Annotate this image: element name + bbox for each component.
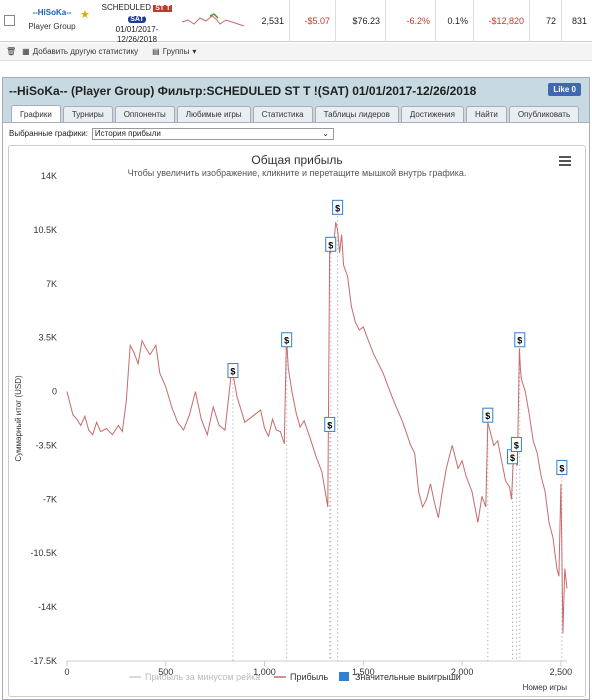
player-row: --HiSoKa-- Player Group ★ SCHEDULED ST T…	[0, 0, 592, 45]
svg-text:$: $	[328, 240, 333, 250]
folder-icon: ▤	[152, 47, 160, 56]
tab-favorite-games[interactable]: Любимые игры	[176, 106, 251, 122]
roi-cell: -6.2%	[386, 0, 436, 42]
delete-button[interactable]: 🗑	[6, 47, 16, 56]
tab-achievements[interactable]: Достижения	[400, 106, 464, 122]
facebook-like-button[interactable]: Like 0	[548, 83, 581, 96]
tab-leaderboards[interactable]: Таблицы лидеров	[314, 106, 399, 122]
svg-text:$: $	[230, 367, 235, 377]
row-checkbox[interactable]	[4, 15, 15, 26]
star-icon[interactable]: ★	[80, 9, 90, 21]
svg-text:$: $	[517, 336, 522, 346]
y-tick-label: -3.5K	[35, 440, 57, 450]
itm-cell: 0.1%	[436, 0, 474, 42]
svg-text:$: $	[514, 440, 519, 450]
add-stats-label: Добавить другую статистику	[32, 47, 139, 56]
legend-swatch	[339, 672, 349, 681]
svg-text:$: $	[284, 336, 289, 346]
chart-selector-label: Выбранные графики:	[9, 129, 88, 138]
grid-icon: ▦	[22, 47, 30, 56]
x-tick-label: 1,000	[253, 667, 276, 677]
player-group-label: Player Group	[28, 22, 76, 31]
significant-win-marker[interactable]: $	[332, 199, 344, 215]
significant-win-marker[interactable]: $	[556, 460, 568, 476]
player-name-link[interactable]: --HiSoKa--	[32, 8, 72, 17]
svg-text:$: $	[510, 453, 515, 463]
filter-cell: SCHEDULED ST T SAT 01/01/2017- 12/26/201…	[96, 3, 178, 45]
hamburger-menu-icon[interactable]	[559, 156, 571, 166]
significant-win-marker[interactable]: $	[514, 332, 526, 348]
profit-series-line	[66, 222, 568, 634]
tab-charts[interactable]: Графики	[11, 105, 61, 122]
x-tick-label: 2,500	[550, 667, 573, 677]
chart-title: Общая прибыль	[251, 153, 342, 167]
player-cell: --HiSoKa-- Player Group	[20, 8, 84, 31]
legend-label: Значительные выигрыши	[355, 672, 461, 682]
st-badge: ST T	[153, 5, 173, 12]
significant-win-marker[interactable]: $	[482, 407, 494, 423]
x-tick-label: 0	[64, 667, 69, 677]
significant-win-marker[interactable]: $	[325, 236, 337, 252]
tab-publish[interactable]: Опубликовать	[508, 106, 580, 122]
significant-win-marker[interactable]: $	[281, 332, 293, 348]
tab-statistics[interactable]: Статистика	[252, 106, 313, 122]
chevron-down-icon: ⌄	[322, 129, 329, 138]
schedule-label: SCHEDULED	[101, 3, 151, 12]
significant-win-marker[interactable]: $	[227, 363, 239, 379]
chart-subtitle: Чтобы увеличить изображение, кликните и …	[128, 168, 467, 178]
y-tick-label: 10.5K	[33, 225, 57, 235]
panel-header: --HiSoKa-- (Player Group) Фильтр:SCHEDUL…	[3, 78, 589, 104]
avg-stake-cell: $76.23	[336, 0, 386, 42]
v1-cell: 72	[530, 0, 562, 42]
x-tick-label: 1,500	[352, 667, 375, 677]
panel-title: --HiSoKa-- (Player Group) Фильтр:SCHEDUL…	[9, 84, 477, 98]
y-tick-label: 7K	[46, 279, 57, 289]
sat-badge: SAT	[128, 16, 146, 23]
row-toolbar: 🗑 ▦ Добавить другую статистику ▤ Группы ▾	[0, 43, 592, 61]
tab-find[interactable]: Найти	[465, 106, 507, 122]
chart-selector-row: Выбранные графики: История прибыли ⌄	[3, 122, 589, 144]
tab-bar: Графики Турниры Оппоненты Любимые игры С…	[3, 104, 589, 122]
y-tick-label: -14K	[38, 602, 57, 612]
groups-label: Группы	[162, 47, 190, 56]
chart-select-value: История прибыли	[94, 129, 161, 138]
y-axis-label: Суммарный итог (USD)	[14, 375, 23, 462]
x-axis-label: Номер игры	[523, 683, 568, 692]
svg-text:$: $	[485, 411, 490, 421]
avg-profit-cell: -$5.07	[290, 0, 336, 42]
sparkline	[182, 13, 245, 27]
x-tick-label: 2,000	[451, 667, 474, 677]
v2-cell: 831	[571, 16, 587, 26]
tab-opponents[interactable]: Оппоненты	[114, 106, 175, 122]
chart-container[interactable]: Общая прибыль Чтобы увеличить изображение…	[8, 145, 586, 697]
y-tick-label: 3.5K	[38, 333, 57, 343]
y-tick-label: 0	[52, 387, 57, 397]
significant-win-marker[interactable]: $	[510, 436, 522, 452]
chevron-down-icon: ▾	[192, 47, 197, 56]
legend-label: Прибыль	[290, 672, 328, 682]
trash-icon: 🗑	[6, 47, 17, 56]
chart-select[interactable]: История прибыли ⌄	[91, 127, 334, 140]
significant-win-marker[interactable]: $	[324, 416, 336, 432]
y-tick-label: -17.5K	[30, 656, 57, 666]
details-panel: --HiSoKa-- (Player Group) Фильтр:SCHEDUL…	[2, 77, 590, 700]
games-cell: 2,531	[250, 0, 290, 42]
legend-label: Прибыль за минусом рейка	[145, 672, 260, 682]
svg-text:$: $	[327, 420, 332, 430]
date-range: 01/01/2017- 12/26/2018	[115, 25, 159, 44]
x-tick-label: 500	[158, 667, 173, 677]
y-tick-label: -10.5K	[30, 548, 57, 558]
y-tick-label: -7K	[43, 494, 57, 504]
total-profit-cell: -$12,820	[474, 0, 530, 42]
svg-text:$: $	[335, 203, 340, 213]
tab-tournaments[interactable]: Турниры	[62, 106, 113, 122]
y-tick-label: 14K	[41, 171, 57, 181]
add-stats-button[interactable]: ▦ Добавить другую статистику	[22, 47, 138, 56]
svg-text:$: $	[559, 464, 564, 474]
groups-button[interactable]: ▤ Группы ▾	[152, 47, 196, 56]
